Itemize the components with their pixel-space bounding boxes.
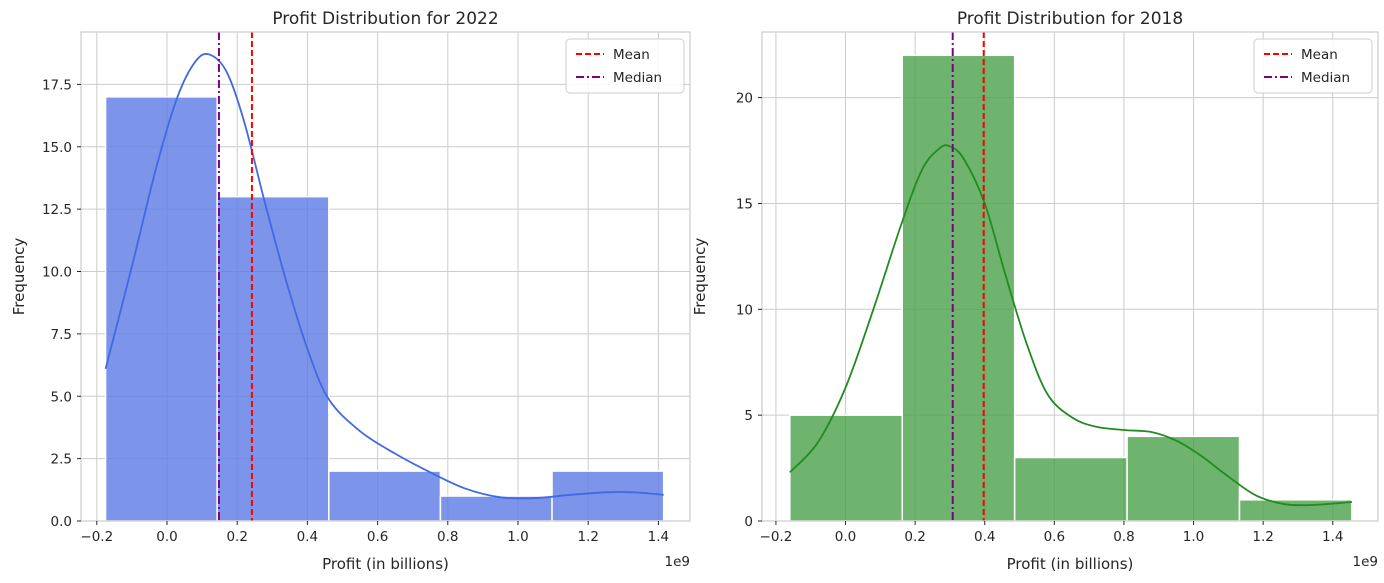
y-tick-label: 10 — [736, 302, 753, 318]
x-tick-label: 0.4 — [297, 529, 318, 545]
x-offset-label: 1e9 — [665, 554, 690, 570]
kde-line — [104, 53, 664, 500]
legend-box — [565, 38, 685, 94]
legend-label: Median — [1301, 70, 1350, 86]
x-tick-label: 0.0 — [156, 529, 177, 545]
legend: Mean Median — [565, 38, 685, 94]
x-tick-label: −0.2 — [80, 529, 113, 545]
x-tick-label: 1.0 — [1183, 529, 1204, 545]
x-offset-label: 1e9 — [1353, 554, 1378, 570]
reference-lines — [951, 32, 985, 521]
x-ticks: −0.2 0.0 0.2 0.4 0.6 0.8 1.0 1.2 1.4 — [80, 521, 669, 545]
kde-line — [789, 144, 1352, 507]
y-tick-label: 2.5 — [51, 452, 72, 468]
plot-frame — [80, 31, 691, 522]
x-tick-label: 0.2 — [904, 529, 925, 545]
x-tick-label: −0.2 — [760, 529, 793, 545]
plot-frame — [761, 31, 1379, 522]
x-tick-label: 0.2 — [226, 529, 247, 545]
x-ticks: −0.2 0.0 0.2 0.4 0.6 0.8 1.0 1.2 1.4 — [760, 521, 1343, 545]
x-tick-label: 0.8 — [1113, 529, 1134, 545]
x-axis-label: Profit (in billions) — [1007, 555, 1134, 573]
y-tick-label: 20 — [736, 91, 753, 107]
reference-lines — [217, 32, 253, 521]
x-tick-label: 0.6 — [367, 529, 388, 545]
chart-profit-2022: −0.2 0.0 0.2 0.4 0.6 0.8 1.0 1.2 1.4 0.0 2.5 5.0 7.… — [10, 9, 691, 573]
chart-title: Profit Distribution for 2022 — [272, 9, 498, 29]
x-tick-label: 1.2 — [1252, 529, 1273, 545]
y-axis-label: Frequency — [10, 238, 28, 316]
x-tick-label: 1.0 — [507, 529, 528, 545]
histogram-bars — [104, 96, 665, 522]
histogram-bar — [1013, 456, 1128, 522]
y-tick-label: 15 — [736, 196, 753, 212]
legend: Mean Median — [1253, 38, 1373, 94]
histogram-bar — [328, 470, 442, 522]
legend-label: Median — [613, 70, 662, 86]
y-tick-label: 10.0 — [42, 265, 72, 281]
y-axis-label: Frequency — [691, 238, 709, 316]
y-tick-label: 12.5 — [42, 202, 72, 218]
x-tick-label: 1.4 — [648, 529, 669, 545]
y-tick-label: 0 — [744, 514, 753, 530]
kde-curve — [789, 144, 1352, 507]
chart-title: Profit Distribution for 2018 — [957, 9, 1183, 29]
y-tick-label: 5.0 — [51, 389, 72, 405]
histogram-bar — [789, 414, 904, 522]
chart-profit-2018: −0.2 0.0 0.2 0.4 0.6 0.8 1.0 1.2 1.4 0 5 10 15 20 Pr… — [691, 9, 1379, 573]
histogram-bar — [1126, 435, 1241, 522]
legend-label: Mean — [613, 47, 650, 63]
y-tick-label: 5 — [744, 408, 753, 424]
histogram-bar — [551, 470, 665, 522]
x-tick-label: 0.4 — [974, 529, 995, 545]
histogram-bar — [901, 54, 1016, 522]
histogram-bar — [216, 195, 330, 522]
legend-label: Mean — [1301, 47, 1338, 63]
y-ticks: 0.0 2.5 5.0 7.5 10.0 12.5 15.0 17.5 — [42, 77, 81, 530]
y-tick-label: 0.0 — [51, 514, 72, 530]
y-tick-label: 7.5 — [51, 327, 72, 343]
x-axis-label: Profit (in billions) — [322, 555, 449, 573]
x-tick-label: 0.8 — [437, 529, 458, 545]
legend-box — [1253, 38, 1373, 94]
x-tick-label: 0.6 — [1044, 529, 1065, 545]
y-ticks: 0 5 10 15 20 — [736, 91, 762, 530]
y-tick-label: 17.5 — [42, 77, 72, 93]
histogram-bars — [789, 54, 1353, 522]
x-tick-label: 1.2 — [577, 529, 598, 545]
kde-curve — [104, 53, 664, 500]
x-tick-label: 1.4 — [1322, 529, 1343, 545]
histogram-bar — [104, 96, 218, 522]
histogram-bar — [439, 495, 553, 522]
y-tick-label: 15.0 — [42, 140, 72, 156]
x-tick-label: 0.0 — [835, 529, 856, 545]
